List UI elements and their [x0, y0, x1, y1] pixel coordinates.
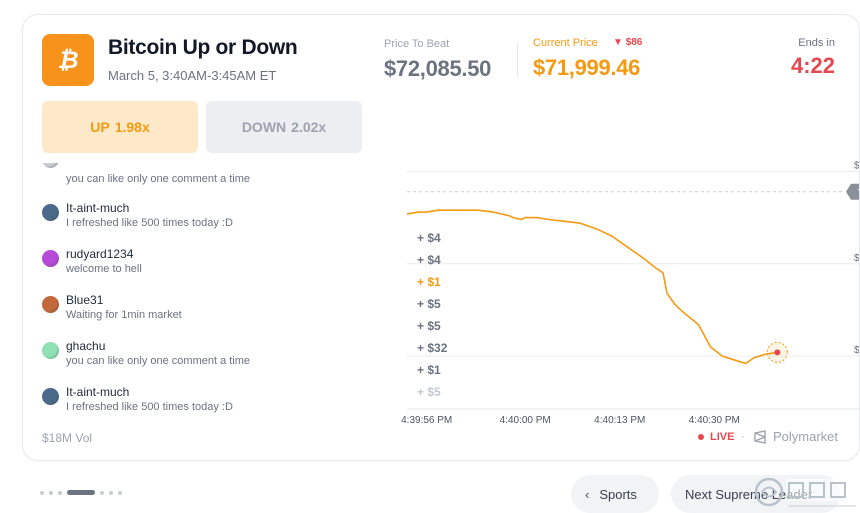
polymarket-logo-icon — [754, 429, 766, 444]
pager-dot[interactable] — [49, 490, 53, 495]
volume-label: $18M Vol — [42, 431, 93, 445]
pager-dot[interactable] — [109, 490, 113, 495]
separator-dot: · — [741, 431, 745, 443]
current-price-label: Current Price — [533, 37, 598, 49]
down-triangle-icon: ▼ — [613, 37, 623, 48]
comment-author[interactable]: It-aint-much — [66, 385, 130, 399]
price-chart[interactable]: $72,100 $72,050 $72,000 Target 4:39:56 PM 4:4… — [363, 125, 860, 425]
divider — [517, 43, 518, 77]
comment-item: Blue31 Waiting for 1min market — [42, 293, 362, 329]
market-card: ₿ Bitcoin Up or Down March 5, 3:40AM-3:4… — [22, 14, 860, 461]
pager-dot-active[interactable] — [67, 490, 95, 495]
x-tick-label: 4:40:30 PM — [689, 415, 740, 425]
comment-text: Waiting for 1min market — [66, 309, 182, 321]
up-button[interactable]: UP 1.98x — [42, 101, 198, 153]
polymarket-label: Polymarket — [773, 429, 839, 444]
live-label: LIVE — [710, 431, 735, 443]
countdown-timer: 4:22 — [790, 53, 835, 78]
price-to-beat-value: $72,085.50 — [384, 56, 492, 81]
avatar[interactable] — [42, 250, 59, 267]
ends-in-label: Ends in — [798, 37, 835, 49]
trade-bubble: + $1 — [417, 275, 441, 289]
x-tick-label: 4:40:13 PM — [594, 415, 645, 425]
down-odds: 2.02x — [291, 119, 327, 135]
down-label: DOWN — [241, 119, 287, 135]
y-tick-label: $72,050 — [854, 253, 860, 264]
pager-dot[interactable] — [40, 490, 44, 495]
comment-text: I refreshed like 500 times today :D — [66, 217, 233, 229]
comment-text: I refreshed like 500 times today :D — [66, 401, 233, 413]
avatar[interactable] — [42, 204, 59, 221]
bitcoin-logo: ₿ — [42, 34, 94, 86]
carousel-pager[interactable] — [40, 490, 127, 495]
comment-feed[interactable]: you can like only one comment a time It-… — [42, 163, 362, 425]
target-label: Target — [858, 188, 860, 199]
up-label: UP — [90, 119, 110, 135]
comment-text: welcome to hell — [66, 263, 142, 275]
trade-bubble: + $4 — [417, 231, 441, 245]
comment-item: ghachu you can like only one comment a t… — [42, 339, 362, 375]
svg-text:₿: ₿ — [57, 47, 78, 74]
comment-author[interactable]: rudyard1234 — [66, 247, 134, 261]
price-line — [406, 209, 778, 365]
live-indicator: LIVE — [698, 431, 734, 443]
x-tick-label: 4:39:56 PM — [401, 415, 452, 425]
comment-item: It-aint-much I refreshed like 500 times … — [42, 201, 362, 237]
watermark-logo — [754, 477, 856, 507]
trade-bubble: + $4 — [417, 253, 441, 267]
target-tag — [846, 183, 859, 200]
prev-market-label: Sports — [599, 486, 637, 502]
trade-bubble: + $1 — [417, 363, 441, 377]
avatar[interactable] — [42, 388, 59, 405]
price-delta: ▼ $86 — [613, 37, 642, 48]
avatar[interactable] — [42, 163, 59, 168]
y-tick-label: $72,100 — [854, 160, 860, 171]
live-dot-icon — [698, 434, 704, 440]
comment-author[interactable]: ghachu — [66, 339, 106, 353]
price-delta-value: $86 — [625, 37, 643, 48]
prev-market-button[interactable]: ‹ Sports — [571, 475, 659, 513]
pager-dot[interactable] — [100, 490, 104, 495]
trade-bubble: + $5 — [417, 297, 441, 311]
current-point — [774, 349, 781, 356]
polymarket-brand[interactable]: Polymarket — [753, 429, 838, 444]
up-odds: 1.98x — [114, 119, 150, 135]
comment-item: you can like only one comment a time — [42, 163, 362, 193]
comment-text: you can like only one comment a time — [66, 173, 251, 185]
trade-bubble: + $32 — [417, 341, 448, 355]
comment-item: rudyard1234 welcome to hell — [42, 247, 362, 283]
down-button[interactable]: DOWN 2.02x — [206, 101, 362, 153]
y-tick-label: $72,000 — [854, 345, 860, 356]
chevron-left-icon: ‹ — [585, 486, 590, 502]
market-time: March 5, 3:40AM-3:45AM ET — [108, 68, 277, 83]
avatar[interactable] — [42, 342, 59, 359]
avatar[interactable] — [42, 296, 59, 313]
comment-author[interactable]: Blue31 — [66, 293, 104, 307]
trade-bubble: + $5 — [417, 319, 441, 333]
comment-text: you can like only one comment a time — [66, 355, 251, 367]
current-price-value: $71,999.46 — [533, 55, 641, 80]
x-tick-label: 4:40:00 PM — [500, 415, 551, 425]
pager-dot[interactable] — [118, 490, 122, 495]
comment-item: It-aint-much I refreshed like 500 times … — [42, 385, 362, 421]
trade-bubble: + $5 — [417, 385, 441, 399]
price-to-beat-label: Price To Beat — [384, 38, 450, 50]
comment-author[interactable]: It-aint-much — [66, 201, 130, 215]
pager-dot[interactable] — [58, 490, 62, 495]
market-title: Bitcoin Up or Down — [108, 36, 298, 59]
bitcoin-icon: ₿ — [57, 47, 78, 74]
